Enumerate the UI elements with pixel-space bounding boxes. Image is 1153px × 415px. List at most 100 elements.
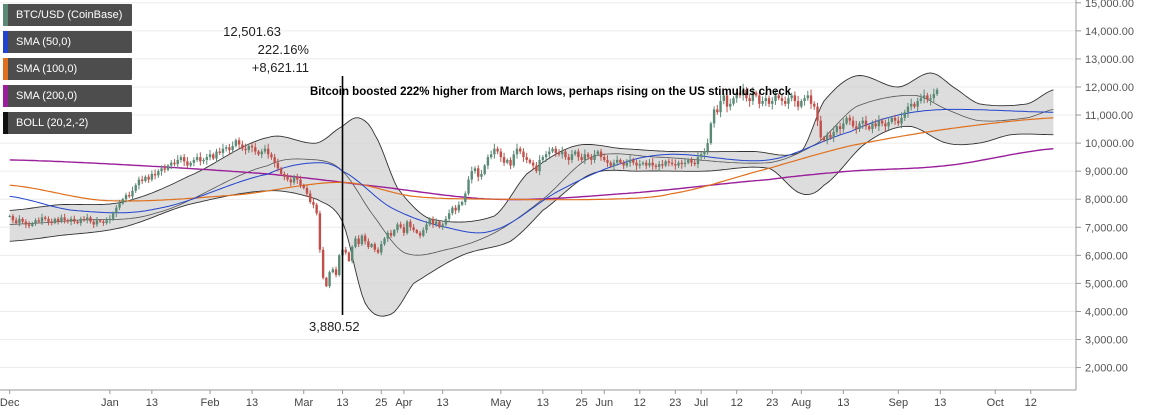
y-tick-label: 6,000.00 — [1085, 250, 1128, 262]
candle-body — [56, 218, 60, 222]
bollinger-band-fill — [9, 72, 1054, 317]
legend-swatch — [3, 31, 8, 53]
candle-body — [699, 154, 703, 158]
candle-body — [851, 120, 855, 127]
candle-body — [548, 151, 551, 155]
sma50-line — [9, 108, 1054, 234]
legend-item-boll[interactable]: BOLL (20,2,-2) — [3, 112, 133, 134]
candle-body — [632, 159, 635, 163]
candle-body — [250, 145, 254, 148]
annotation-headline: Bitcoin boosted 222% higher from March l… — [310, 86, 792, 98]
candle-body — [108, 218, 112, 221]
candle-body — [557, 152, 561, 155]
candle-body — [363, 235, 367, 242]
candle-body — [237, 140, 241, 145]
x-tick-label: Mar — [294, 397, 313, 409]
candle-body — [625, 162, 629, 166]
candle-body — [822, 137, 826, 141]
candle-body — [263, 148, 267, 152]
legend-label: BTC/USD (CoinBase) — [16, 9, 123, 21]
bollinger-lower-line — [9, 125, 1054, 317]
candle-body — [221, 148, 225, 153]
candle-body — [758, 95, 761, 104]
y-tick-label: 15,000.00 — [1085, 0, 1134, 10]
candle-body — [234, 140, 238, 146]
candle-body — [179, 157, 183, 160]
candle-body — [254, 147, 257, 152]
candle-body — [493, 148, 496, 155]
legend-item-btcusd[interactable]: BTC/USD (CoinBase) — [3, 4, 133, 26]
candle-body — [40, 217, 44, 222]
candle-body — [599, 151, 603, 158]
legend-item-sma200[interactable]: SMA (200,0) — [3, 85, 133, 107]
candle-body — [729, 103, 732, 107]
candle-body — [680, 162, 683, 165]
candle-body — [389, 232, 393, 236]
candle-body — [603, 157, 606, 160]
x-tick-label: Aug — [792, 397, 812, 409]
candle-body — [751, 92, 755, 102]
candle-body — [386, 232, 389, 239]
candle-body — [457, 204, 461, 211]
candle-body — [344, 249, 347, 253]
candle-body — [160, 168, 163, 172]
y-tick-label: 9,000.00 — [1085, 166, 1128, 178]
candle-body — [641, 162, 645, 165]
x-tick-label: 23 — [669, 397, 681, 409]
candle-body — [241, 144, 244, 149]
candle-body — [438, 221, 441, 228]
candle-body — [926, 95, 929, 100]
legend-item-sma100[interactable]: SMA (100,0) — [3, 58, 133, 80]
candle-body — [745, 89, 748, 99]
candle-body — [622, 162, 625, 166]
legend-item-sma50[interactable]: SMA (50,0) — [3, 31, 133, 53]
candle-body — [347, 252, 351, 261]
x-tick-label: May — [490, 397, 511, 409]
candle-body — [777, 95, 780, 99]
candle-body — [257, 151, 260, 155]
candle-body — [677, 162, 680, 166]
candle-body — [806, 95, 810, 99]
candle-body — [796, 101, 800, 107]
candle-body — [577, 151, 580, 158]
candle-body — [296, 176, 299, 180]
candle-body — [793, 95, 797, 102]
x-tick-label: Dec — [0, 397, 20, 409]
candle-body — [228, 147, 231, 151]
candle-body — [670, 162, 674, 165]
candle-body — [435, 221, 438, 225]
candle-body — [687, 159, 690, 163]
candle-body — [654, 165, 658, 167]
candle-body — [764, 98, 768, 102]
sma100-line — [9, 117, 1054, 202]
x-tick-label: 23 — [766, 397, 778, 409]
candle-body — [308, 193, 312, 203]
candle-body — [496, 148, 499, 152]
candle-body — [512, 154, 515, 166]
candle-body — [124, 195, 128, 200]
candle-body — [405, 221, 409, 233]
candle-body — [192, 159, 196, 163]
candle-body — [328, 272, 331, 287]
candle-body — [761, 101, 764, 104]
candle-body — [338, 255, 341, 275]
candle-body — [150, 173, 154, 180]
candle-body — [732, 98, 735, 104]
candle-body — [787, 98, 790, 104]
legend-label: SMA (200,0) — [16, 90, 78, 102]
candle-body — [283, 173, 286, 177]
candle-body — [231, 145, 234, 151]
candle-body — [880, 120, 884, 124]
y-tick-label: 14,000.00 — [1085, 26, 1134, 38]
candle-body — [916, 101, 919, 107]
candle-body — [270, 154, 273, 158]
candle-body — [845, 117, 848, 124]
candle-body — [202, 159, 205, 162]
candle-body — [140, 179, 144, 181]
candle-body — [809, 95, 813, 104]
candle-body — [367, 241, 370, 247]
candle-body — [247, 145, 251, 151]
candle-body — [444, 218, 448, 225]
candle-body — [351, 246, 354, 261]
